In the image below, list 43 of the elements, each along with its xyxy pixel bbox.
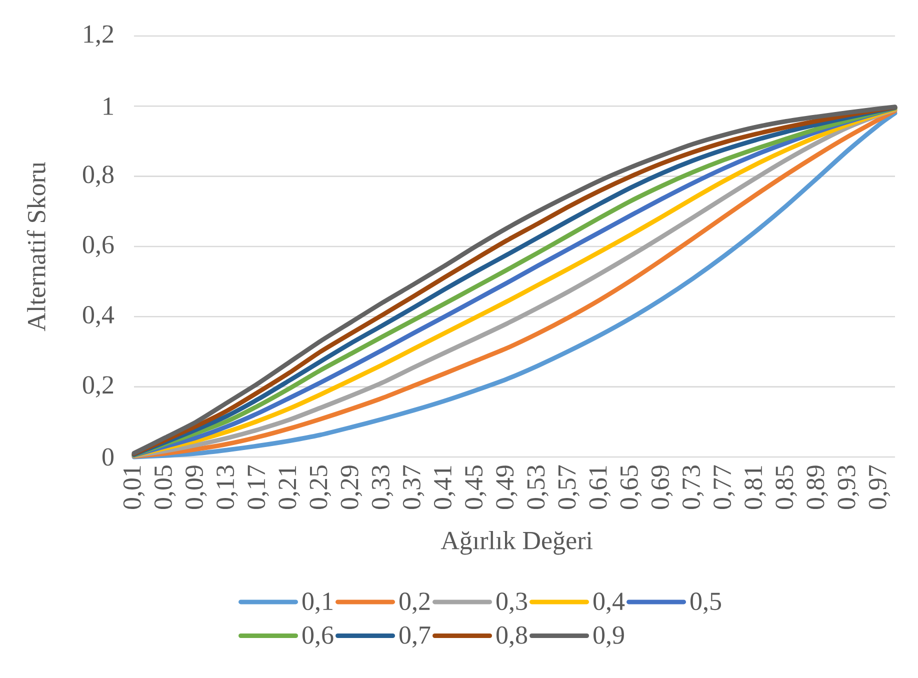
x-tick-label: 0,89	[806, 466, 828, 510]
x-tick-label: 0,69	[651, 466, 673, 510]
x-tick-label: 0,13	[216, 466, 238, 510]
x-tick-label: 0,29	[340, 466, 362, 510]
y-tick-label: 1	[104, 98, 113, 115]
x-tick-label: 0,61	[589, 466, 611, 510]
y-tick-label: 0,2	[82, 376, 114, 398]
legend-label: 0,4	[593, 592, 625, 614]
x-tick-label: 0,33	[372, 466, 394, 510]
x-tick-label: 0,65	[620, 466, 642, 510]
y-tick-label: 0,6	[82, 236, 114, 258]
x-tick-label: 0,85	[776, 466, 797, 510]
y-tick-label: 1,2	[84, 25, 114, 47]
legend-label: 0,9	[593, 626, 624, 648]
x-tick-label: 0,37	[402, 465, 424, 510]
x-tick-label: 0,05	[154, 466, 176, 510]
y-tick-label: 0,8	[82, 166, 114, 187]
legend-label: 0,5	[690, 592, 721, 614]
x-tick-label: 0,57	[558, 465, 580, 510]
y-axis-title: Alternatif Skoru	[26, 162, 46, 332]
x-tick-label: 0,01	[123, 466, 145, 510]
x-tick-label: 0,17	[248, 465, 269, 510]
legend-label: 0,3	[496, 592, 527, 614]
x-tick-label: 0,77	[714, 465, 735, 510]
x-tick-label: 0,81	[744, 466, 766, 510]
legend-label: 0,2	[400, 592, 430, 614]
x-tick-label: 0,41	[434, 466, 456, 510]
x-tick-label: 0,93	[838, 466, 860, 510]
x-tick-label: 0,73	[682, 466, 704, 510]
y-tick-label: 0,4	[82, 306, 114, 328]
legend-label: 0,7	[400, 626, 430, 648]
legend-label: 0,1	[302, 592, 332, 614]
x-tick-label: 0,53	[527, 466, 548, 510]
x-tick-label: 0,21	[278, 466, 300, 510]
x-tick-label: 0,49	[496, 466, 518, 510]
x-axis-title: Ağırlık Değeri	[440, 531, 592, 555]
x-tick-label: 0,97	[868, 465, 890, 510]
x-tick-label: 0,09	[185, 466, 207, 510]
legend-label: 0,8	[496, 626, 528, 648]
legend-label: 0,6	[302, 626, 334, 648]
x-tick-label: 0,25	[310, 466, 332, 510]
x-tick-label: 0,45	[465, 466, 486, 510]
y-tick-label: 0	[102, 448, 114, 466]
